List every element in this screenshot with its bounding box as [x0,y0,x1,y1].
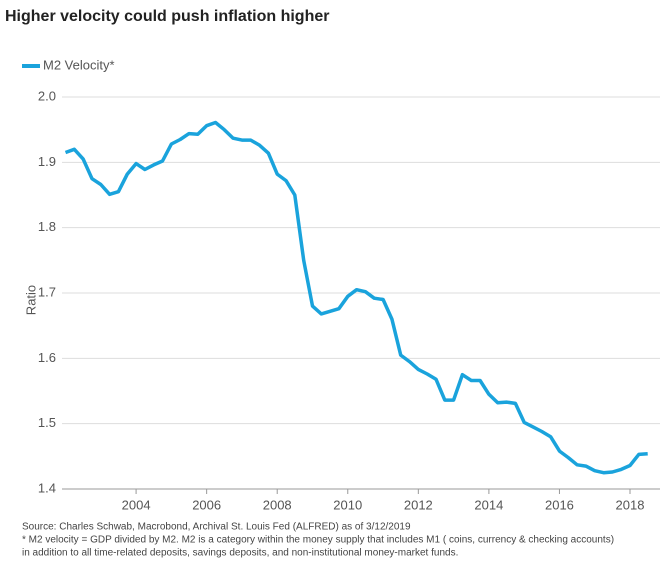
x-tick-label: 2012 [404,497,433,512]
x-tick-label: 2014 [474,497,503,512]
x-tick-label: 2018 [616,497,645,512]
x-tick-label: 2006 [192,497,221,512]
y-tick-label: 1.4 [38,480,56,495]
source-note: Source: Charles Schwab, Macrobond, Archi… [22,522,411,533]
x-tick-label: 2008 [263,497,292,512]
x-tick-label: 2004 [122,497,151,512]
footnote: in addition to all time-related deposits… [22,548,458,559]
y-tick-label: 1.8 [38,219,56,234]
legend-label: M2 Velocity* [43,57,115,72]
y-axis-label: Ratio [23,285,38,315]
y-tick-label: 1.5 [38,415,56,430]
x-tick-label: 2010 [333,497,362,512]
data-line [64,120,648,475]
footnote: * M2 velocity = GDP divided by M2. M2 is… [22,535,614,546]
y-tick-label: 2.0 [38,88,56,103]
chart-title: Higher velocity could push inflation hig… [5,8,329,25]
y-tick-label: 1.7 [38,284,56,299]
x-tick-label: 2016 [545,497,574,512]
y-tick-label: 1.9 [38,154,56,169]
y-tick-label: 1.6 [38,350,56,365]
